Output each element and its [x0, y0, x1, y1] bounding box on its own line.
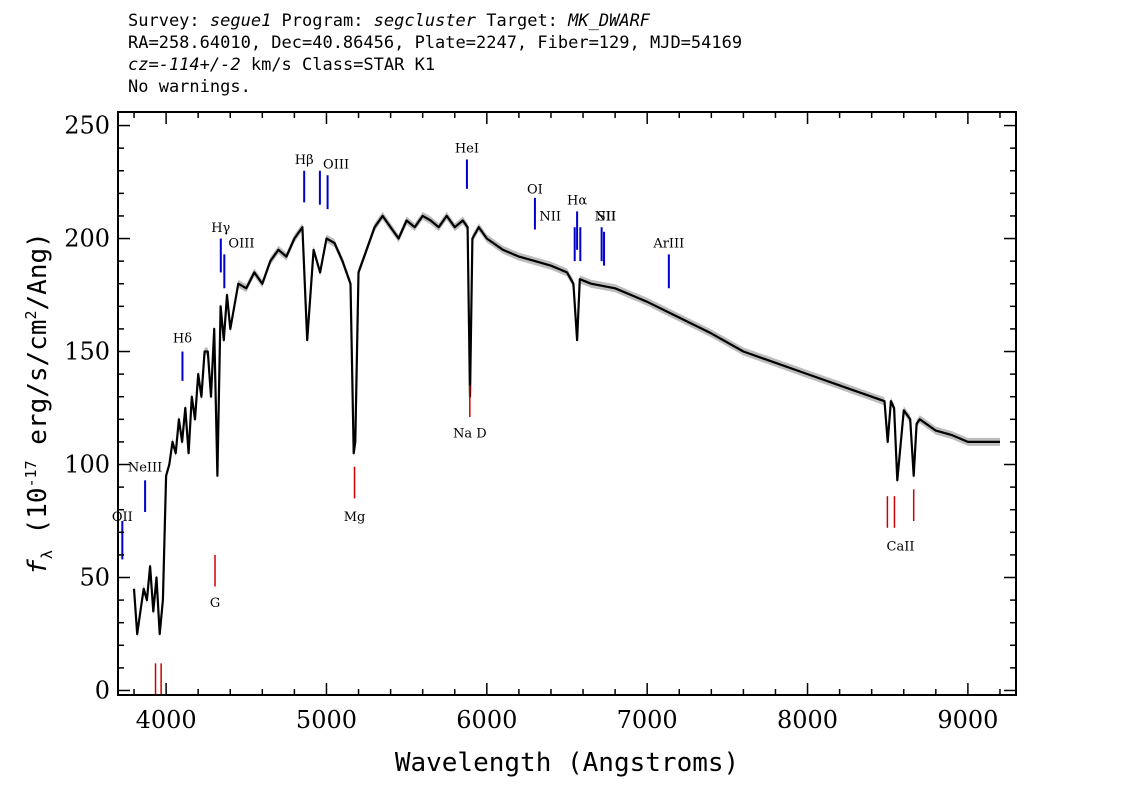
line-label: CaII	[887, 539, 915, 554]
x-tick-label: 7000	[617, 706, 678, 734]
line-label: Na D	[453, 426, 487, 441]
absorption-line-markers	[154, 385, 915, 695]
line-label: NeIII	[128, 460, 162, 475]
axes	[117, 111, 1017, 696]
emission-line-markers	[121, 159, 670, 560]
line-label: HeI	[455, 142, 479, 157]
x-tick-label: 4000	[136, 706, 197, 734]
flux-error-band	[134, 211, 1000, 638]
line-label: Hβ	[295, 153, 314, 168]
y-tick-label: 0	[95, 676, 110, 704]
line-label: Hδ	[173, 331, 192, 346]
line-label: OI	[527, 182, 543, 197]
header-line-redshift: cz=-114+/-2 km/s Class=STAR K1	[128, 55, 436, 75]
flux-series	[132, 214, 1000, 636]
error-band	[134, 211, 1000, 638]
y-axis-ticks: 0 50 100 150 200 250	[64, 112, 1016, 704]
line-label: Mg	[344, 510, 366, 525]
plot-frame	[117, 111, 1017, 696]
line-label: OII	[112, 510, 133, 525]
line-label: Hα	[567, 194, 587, 209]
line-label: Hγ	[211, 221, 230, 236]
header-line-survey: Survey: segue1 Program: segcluster Targe…	[128, 11, 651, 31]
x-tick-label: 8000	[777, 706, 838, 734]
x-tick-label: 9000	[937, 706, 998, 734]
header-line-warnings: No warnings.	[128, 77, 251, 97]
x-tick-label: 6000	[456, 706, 517, 734]
header-line-coordinates: RA=258.64010, Dec=40.86456, Plate=2247, …	[128, 33, 743, 53]
line-label: ArIII	[652, 237, 684, 252]
y-axis-title: fλ (10-17 erg/s/cm2/Ang)	[22, 232, 56, 575]
x-axis-title: Wavelength (Angstroms)	[395, 748, 739, 778]
line-label: OIII	[323, 157, 349, 172]
line-label: OIII	[228, 237, 254, 252]
y-tick-label: 50	[79, 563, 110, 591]
x-axis-ticks: 4000 5000 6000 7000 8000 9000	[133, 112, 1001, 734]
line-label: G	[210, 596, 220, 611]
spectrum-header: Survey: segue1 Program: segcluster Targe…	[128, 10, 742, 98]
line-label: SII	[597, 209, 616, 224]
y-tick-label: 100	[64, 451, 110, 479]
line-label: NII	[539, 209, 561, 224]
y-tick-label: 200	[64, 225, 110, 253]
line-label: NII	[595, 209, 617, 224]
flux-line	[132, 214, 1000, 636]
y-tick-label: 250	[64, 112, 110, 140]
x-tick-label: 5000	[296, 706, 357, 734]
y-tick-label: 150	[64, 338, 110, 366]
